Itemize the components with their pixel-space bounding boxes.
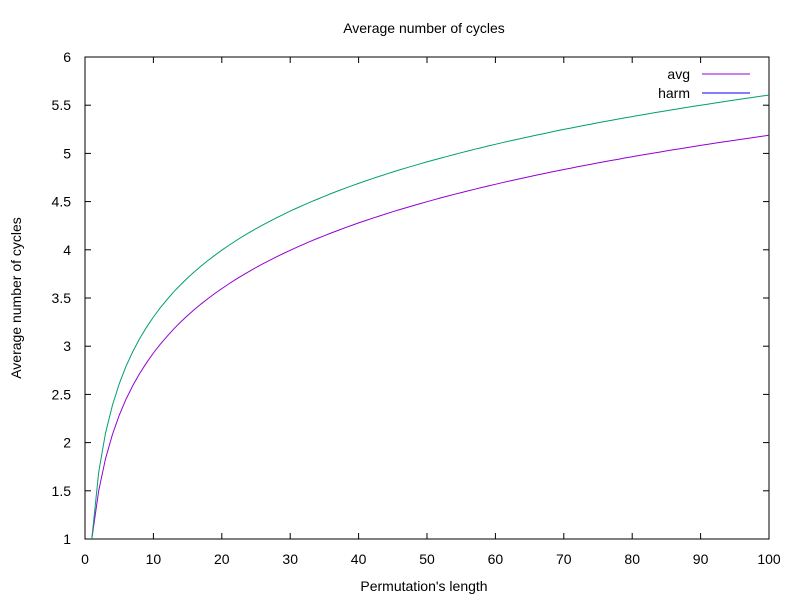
x-tick-label: 70 (556, 551, 572, 567)
y-tick-label: 3 (63, 338, 71, 354)
x-tick-label: 10 (146, 551, 162, 567)
axis-ticks: 0 10 20 30 40 50 60 70 80 90 100 1 1.5 2 2.5 3 3.5 4 4.5 5 5… (52, 49, 781, 567)
x-tick-label: 0 (81, 551, 89, 567)
x-tick-label: 50 (419, 551, 435, 567)
chart-title: Average number of cycles (343, 20, 505, 36)
y-tick-label: 1.5 (52, 483, 72, 499)
x-tick-label: 80 (624, 551, 640, 567)
y-tick-label: 5.5 (52, 97, 72, 113)
y-tick-label: 6 (63, 49, 71, 65)
x-tick-label: 60 (488, 551, 504, 567)
x-tick-label: 30 (282, 551, 298, 567)
x-tick-label: 20 (214, 551, 230, 567)
series-line-harm (91, 94, 770, 540)
y-tick-label: 2.5 (52, 386, 72, 402)
x-tick-label: 100 (757, 551, 781, 567)
y-tick-label: 1 (63, 531, 71, 547)
x-tick-label: 40 (351, 551, 367, 567)
legend-label-avg: avg (667, 66, 690, 82)
series-layer (91, 94, 770, 540)
y-tick-label: 3.5 (52, 290, 72, 306)
y-tick-label: 4 (63, 242, 71, 258)
y-axis-label: Average number of cycles (8, 217, 24, 379)
x-tick-label: 90 (693, 551, 709, 567)
x-axis-label: Permutation's length (360, 578, 487, 594)
y-tick-label: 2 (63, 435, 71, 451)
y-tick-label: 5 (63, 145, 71, 161)
series-line-avg (91, 134, 770, 540)
y-tick-label: 4.5 (52, 194, 72, 210)
plot-area-frame (84, 56, 770, 540)
legend: avg harm (658, 66, 750, 101)
legend-label-harm: harm (658, 85, 690, 101)
